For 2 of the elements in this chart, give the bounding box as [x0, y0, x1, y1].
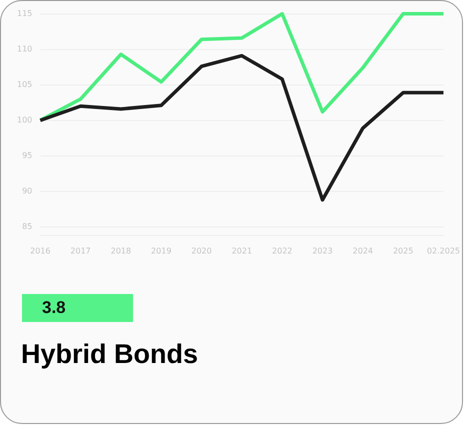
- text: Hybrid Bonds: [21, 339, 198, 370]
- text: 3.8: [22, 294, 133, 322]
